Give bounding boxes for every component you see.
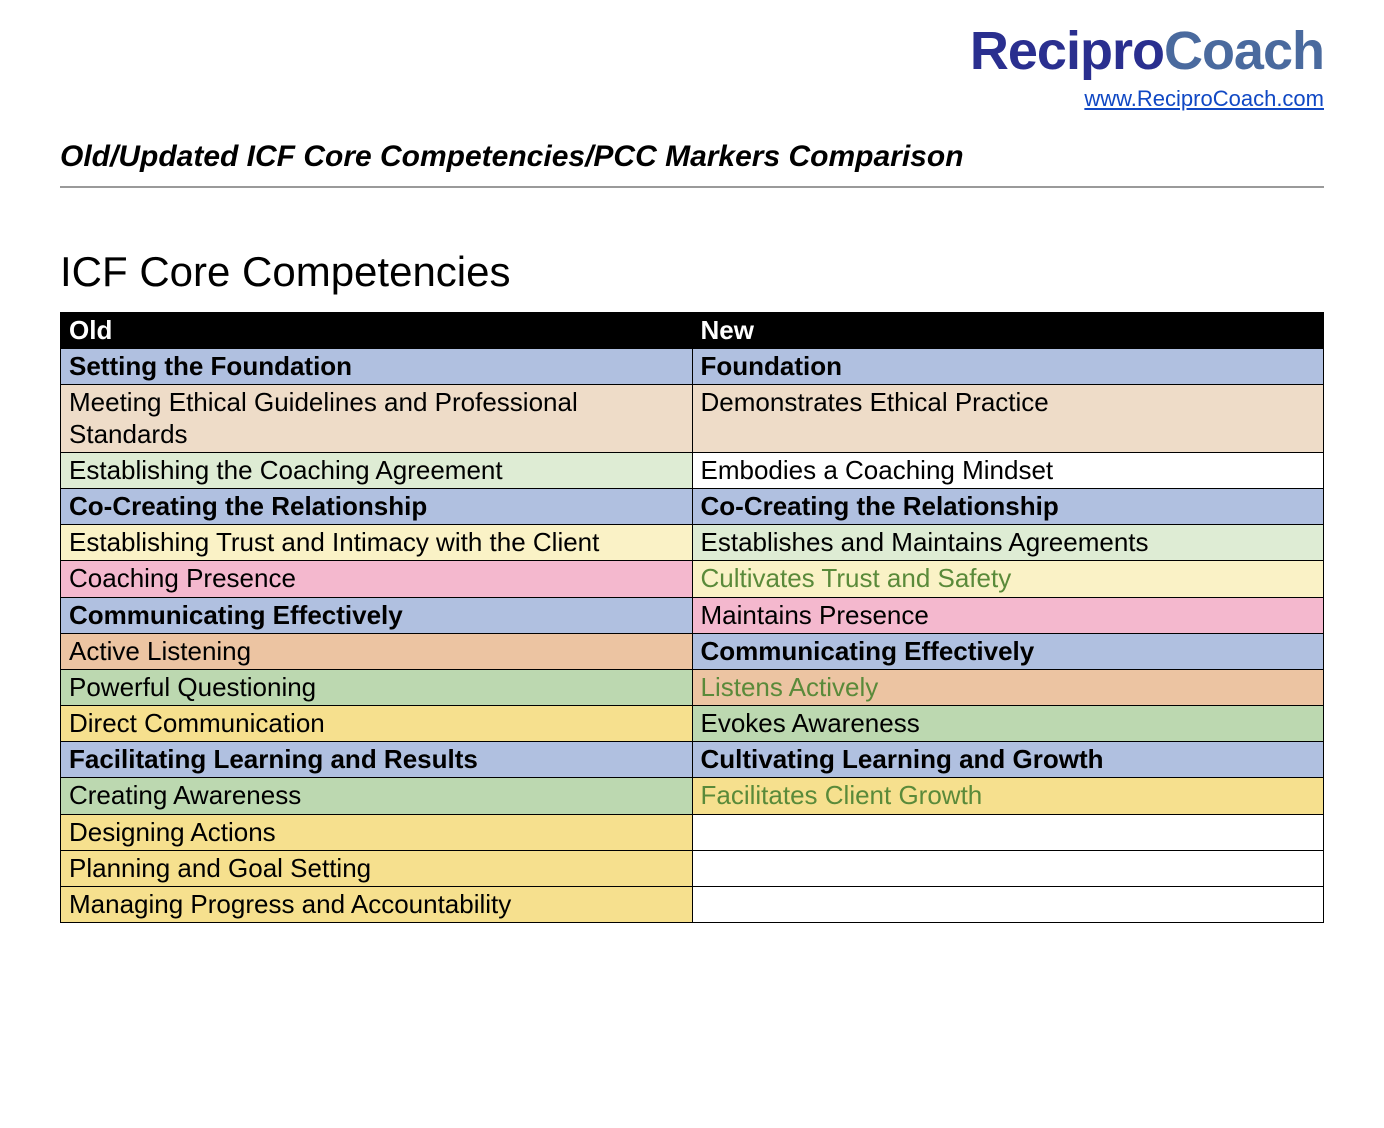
- table-row: Establishing the Coaching AgreementEmbod…: [61, 452, 1324, 488]
- header-new: New: [692, 313, 1324, 349]
- old-cell: Co-Creating the Relationship: [61, 488, 693, 524]
- new-cell: Facilitates Client Growth: [692, 778, 1324, 814]
- old-cell: Establishing Trust and Intimacy with the…: [61, 525, 693, 561]
- old-cell: Planning and Goal Setting: [61, 850, 693, 886]
- old-cell: Designing Actions: [61, 814, 693, 850]
- header-old: Old: [61, 313, 693, 349]
- table-row: Communicating EffectivelyMaintains Prese…: [61, 597, 1324, 633]
- new-cell: Establishes and Maintains Agreements: [692, 525, 1324, 561]
- table-row: Powerful QuestioningListens Actively: [61, 669, 1324, 705]
- table-row: Establishing Trust and Intimacy with the…: [61, 525, 1324, 561]
- logo-block: ReciproCoach: [60, 20, 1324, 82]
- table-row: Meeting Ethical Guidelines and Professio…: [61, 385, 1324, 452]
- table-row: Facilitating Learning and ResultsCultiva…: [61, 742, 1324, 778]
- logo-part-b: Coach: [1164, 21, 1324, 81]
- table-row: Coaching PresenceCultivates Trust and Sa…: [61, 561, 1324, 597]
- new-cell: [692, 887, 1324, 923]
- new-cell: [692, 850, 1324, 886]
- new-cell: Co-Creating the Relationship: [692, 488, 1324, 524]
- new-cell: Communicating Effectively: [692, 633, 1324, 669]
- new-cell: Embodies a Coaching Mindset: [692, 452, 1324, 488]
- old-cell: Creating Awareness: [61, 778, 693, 814]
- new-cell: Demonstrates Ethical Practice: [692, 385, 1324, 452]
- old-cell: Setting the Foundation: [61, 349, 693, 385]
- document-title: Old/Updated ICF Core Competencies/PCC Ma…: [60, 140, 1324, 174]
- new-cell: Listens Actively: [692, 669, 1324, 705]
- table-row: Creating AwarenessFacilitates Client Gro…: [61, 778, 1324, 814]
- old-cell: Managing Progress and Accountability: [61, 887, 693, 923]
- logo-part-a: Recipro: [970, 21, 1164, 81]
- title-rule: [60, 186, 1324, 188]
- old-cell: Coaching Presence: [61, 561, 693, 597]
- table-row: Setting the FoundationFoundation: [61, 349, 1324, 385]
- new-cell: Maintains Presence: [692, 597, 1324, 633]
- new-cell: Foundation: [692, 349, 1324, 385]
- table-row: Designing Actions: [61, 814, 1324, 850]
- site-link[interactable]: www.ReciproCoach.com: [60, 86, 1324, 112]
- new-cell: Evokes Awareness: [692, 706, 1324, 742]
- old-cell: Establishing the Coaching Agreement: [61, 452, 693, 488]
- old-cell: Active Listening: [61, 633, 693, 669]
- table-row: Planning and Goal Setting: [61, 850, 1324, 886]
- new-cell: Cultivating Learning and Growth: [692, 742, 1324, 778]
- old-cell: Meeting Ethical Guidelines and Professio…: [61, 385, 693, 452]
- table-row: Active ListeningCommunicating Effectivel…: [61, 633, 1324, 669]
- new-cell: Cultivates Trust and Safety: [692, 561, 1324, 597]
- table-row: Direct CommunicationEvokes Awareness: [61, 706, 1324, 742]
- new-cell: [692, 814, 1324, 850]
- old-cell: Direct Communication: [61, 706, 693, 742]
- table-header-row: Old New: [61, 313, 1324, 349]
- table-row: Co-Creating the RelationshipCo-Creating …: [61, 488, 1324, 524]
- section-title: ICF Core Competencies: [60, 248, 1324, 296]
- old-cell: Powerful Questioning: [61, 669, 693, 705]
- competencies-table: Old New Setting the FoundationFoundation…: [60, 312, 1324, 923]
- table-row: Managing Progress and Accountability: [61, 887, 1324, 923]
- old-cell: Communicating Effectively: [61, 597, 693, 633]
- old-cell: Facilitating Learning and Results: [61, 742, 693, 778]
